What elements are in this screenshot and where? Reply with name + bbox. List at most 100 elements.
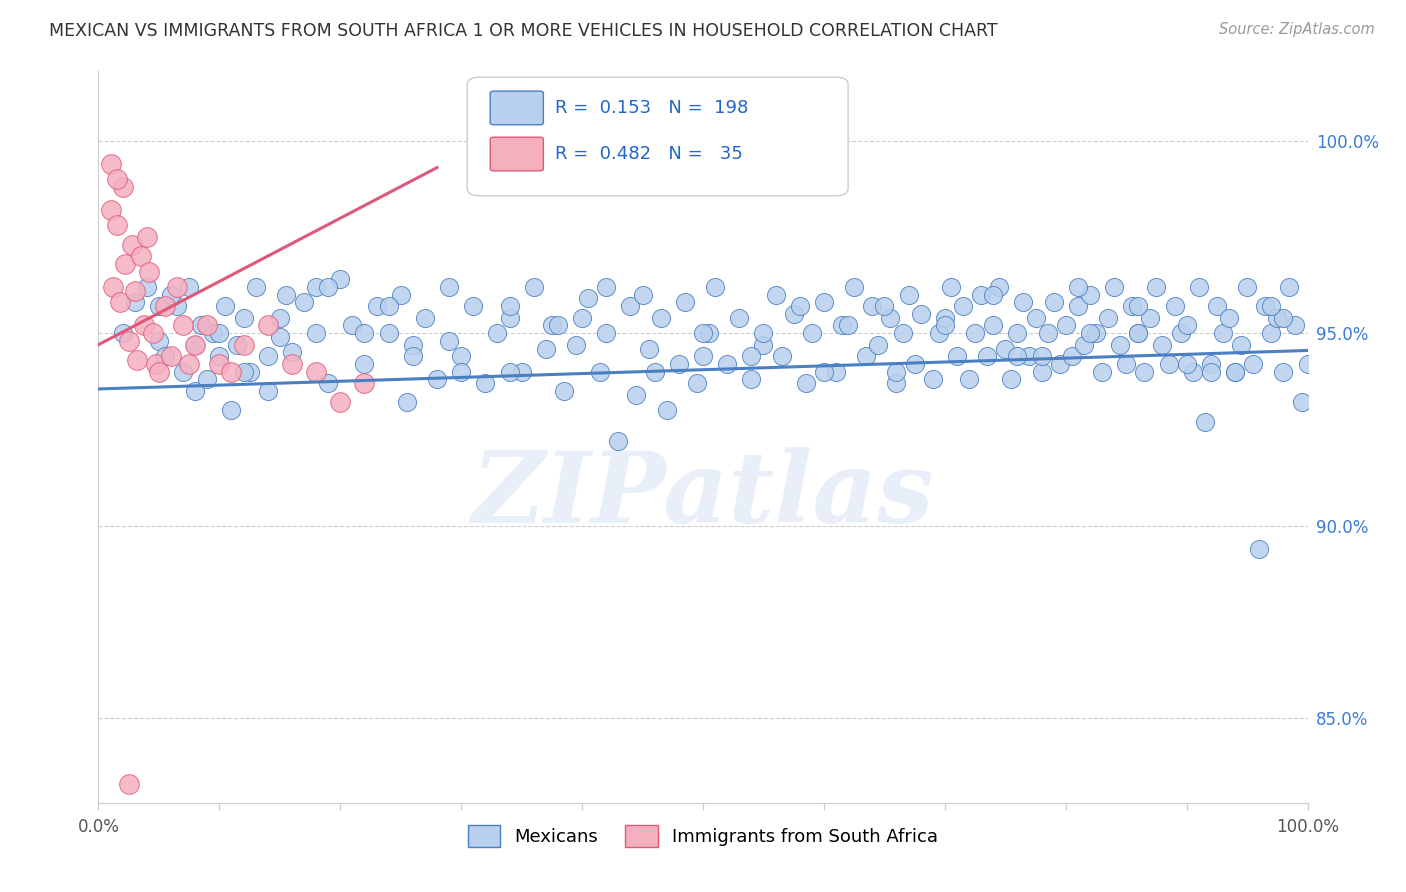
Point: [1175, 318, 1198, 333]
Point: [269, 330, 291, 344]
Point: [1073, 337, 1095, 351]
Point: [184, 337, 207, 351]
Point: [402, 349, 425, 363]
Point: [486, 326, 509, 340]
Point: [668, 357, 690, 371]
Point: [794, 376, 817, 391]
Text: R =  0.153   N =  198: R = 0.153 N = 198: [555, 99, 749, 117]
Point: [547, 318, 569, 333]
Point: [316, 280, 339, 294]
Point: [976, 349, 998, 363]
Point: [1296, 357, 1319, 371]
Point: [1067, 299, 1090, 313]
Text: MEXICAN VS IMMIGRANTS FROM SOUTH AFRICA 1 OR MORE VEHICLES IN HOUSEHOLD CORRELAT: MEXICAN VS IMMIGRANTS FROM SOUTH AFRICA …: [49, 22, 998, 40]
Point: [121, 237, 143, 252]
Point: [172, 365, 194, 379]
Point: [366, 299, 388, 313]
Point: [873, 299, 896, 313]
Point: [184, 384, 207, 398]
Point: [1223, 365, 1246, 379]
Point: [571, 310, 593, 325]
Point: [124, 284, 146, 298]
Point: [921, 372, 943, 386]
Point: [142, 326, 165, 340]
Point: [426, 372, 449, 386]
Point: [957, 372, 980, 386]
Point: [353, 376, 375, 391]
Point: [740, 349, 762, 363]
Point: [172, 318, 194, 333]
Point: [281, 345, 304, 359]
Point: [498, 299, 520, 313]
Point: [1031, 349, 1053, 363]
Point: [595, 326, 617, 340]
Point: [1194, 415, 1216, 429]
Point: [1091, 365, 1114, 379]
Point: [813, 295, 835, 310]
Point: [148, 299, 170, 313]
Point: [256, 384, 278, 398]
Point: [1146, 280, 1168, 294]
Point: [1078, 287, 1101, 301]
Point: [114, 257, 136, 271]
Point: [692, 349, 714, 363]
Point: [232, 337, 254, 351]
Point: [752, 326, 775, 340]
Point: [1236, 280, 1258, 294]
Point: [184, 337, 207, 351]
Point: [576, 292, 599, 306]
Point: [316, 376, 339, 391]
Point: [844, 280, 866, 294]
Point: [1152, 337, 1174, 351]
Point: [655, 403, 678, 417]
Point: [195, 372, 218, 386]
Point: [994, 342, 1017, 356]
Point: [437, 280, 460, 294]
Point: [1128, 326, 1150, 340]
Point: [1054, 318, 1077, 333]
Point: [134, 318, 156, 333]
Point: [770, 349, 793, 363]
Point: [135, 280, 157, 294]
Point: [153, 349, 176, 363]
Point: [232, 365, 254, 379]
Point: [1272, 365, 1295, 379]
Point: [1078, 326, 1101, 340]
Point: [463, 299, 485, 313]
Point: [1199, 357, 1222, 371]
Point: [179, 280, 201, 294]
Point: [190, 318, 212, 333]
Point: [1206, 299, 1229, 313]
Point: [111, 179, 134, 194]
Point: [1163, 299, 1185, 313]
Point: [202, 326, 225, 340]
Point: [1272, 310, 1295, 325]
Point: [377, 326, 399, 340]
Point: [837, 318, 859, 333]
Point: [256, 318, 278, 333]
Point: [534, 342, 557, 356]
Point: [221, 365, 243, 379]
Point: [269, 310, 291, 325]
Point: [637, 342, 659, 356]
Point: [1188, 280, 1211, 294]
FancyBboxPatch shape: [491, 137, 543, 171]
Point: [1109, 337, 1132, 351]
Point: [1115, 357, 1137, 371]
Point: [1018, 349, 1040, 363]
Point: [1085, 326, 1108, 340]
Text: ZIPatlas: ZIPatlas: [472, 448, 934, 544]
Point: [208, 326, 231, 340]
Point: [353, 326, 375, 340]
Point: [1007, 326, 1029, 340]
Point: [1284, 318, 1306, 333]
Point: [305, 280, 328, 294]
Point: [981, 287, 1004, 301]
Point: [965, 326, 987, 340]
Point: [166, 299, 188, 313]
Point: [474, 376, 496, 391]
Point: [934, 318, 956, 333]
Point: [1139, 310, 1161, 325]
Point: [1102, 280, 1125, 294]
Point: [281, 357, 304, 371]
